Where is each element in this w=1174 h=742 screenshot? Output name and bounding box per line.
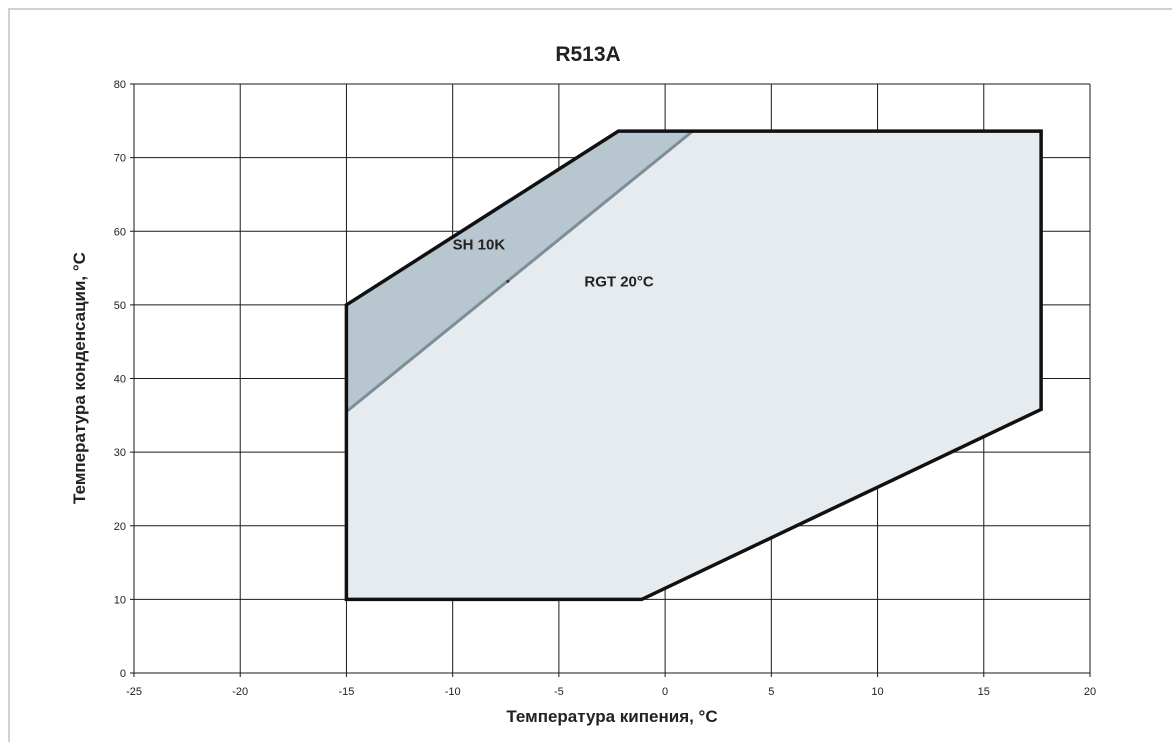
x-axis-label: Температура кипения, °C [506,707,717,726]
x-tick-label: 20 [1084,686,1096,698]
x-tick-label: 15 [978,686,990,698]
x-tick-label: -20 [232,686,248,698]
x-tick-label: 10 [871,686,883,698]
sh-boundary-line [345,129,694,413]
y-tick-label: 30 [114,447,126,459]
x-tick-label: -10 [445,686,461,698]
y-tick-label: 0 [120,668,126,680]
y-tick-label: 80 [114,79,126,91]
x-tick-label: -15 [338,686,354,698]
plot-areas [344,129,1043,602]
y-tick-label: 40 [114,374,126,386]
tick-labels: -25 -20 -15 -10 -5 0 5 10 15 20 0 10 20 30 40 50 60 70 80 [114,79,1096,698]
x-tick-label: 5 [768,686,774,698]
envelope-outline [344,129,1043,602]
y-axis-label: Температура конденсации, °C [70,252,89,504]
annotations: SH 10K RGT 20°C [453,237,654,291]
x-tick-label: -5 [554,686,564,698]
annotation-dot [506,279,510,283]
y-tick-label: 20 [114,521,126,533]
envelope-area [346,131,1042,600]
annotation-sh-10k: SH 10K [453,237,506,254]
y-tick-label: 50 [114,300,126,312]
y-tick-label: 10 [114,594,126,606]
y-tick-label: 60 [114,226,126,238]
x-tick-label: -25 [126,686,142,698]
chart-title: R513A [555,43,620,66]
y-tick-label: 70 [114,153,126,165]
x-tick-label: 0 [662,686,668,698]
annotation-rgt-20c: RGT 20°C [584,273,654,290]
